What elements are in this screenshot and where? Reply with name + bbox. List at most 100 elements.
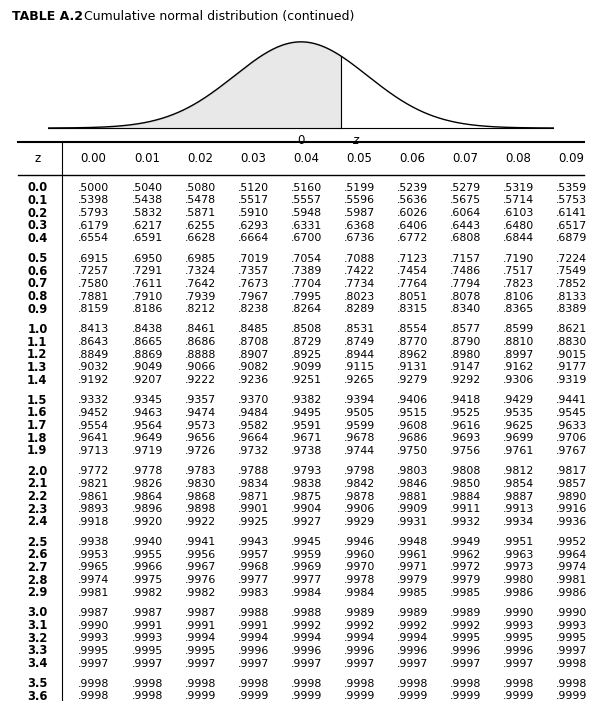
Text: .6591: .6591 — [132, 233, 163, 243]
Text: .9207: .9207 — [132, 375, 163, 385]
Text: .9699: .9699 — [503, 433, 534, 443]
Text: 0.0: 0.0 — [27, 182, 48, 194]
Text: 0.3: 0.3 — [27, 219, 48, 232]
Text: .9279: .9279 — [397, 375, 428, 385]
Text: 1.2: 1.2 — [27, 348, 48, 361]
Text: .9192: .9192 — [78, 375, 109, 385]
Text: .9998: .9998 — [556, 658, 587, 669]
Text: 0.1: 0.1 — [27, 194, 48, 207]
Text: .9998: .9998 — [556, 679, 587, 689]
Text: .9878: .9878 — [344, 491, 375, 501]
Text: .9664: .9664 — [238, 433, 269, 443]
Text: .9986: .9986 — [556, 587, 587, 598]
Text: .8869: .8869 — [132, 350, 163, 360]
Text: .6141: .6141 — [556, 208, 587, 218]
Text: .9962: .9962 — [450, 550, 481, 559]
Text: .9394: .9394 — [344, 395, 375, 405]
Text: .9115: .9115 — [344, 362, 375, 372]
Text: .6026: .6026 — [397, 208, 428, 218]
Text: .9452: .9452 — [78, 408, 109, 418]
Text: .9966: .9966 — [132, 562, 163, 573]
Text: .9997: .9997 — [185, 658, 216, 669]
Text: .9998: .9998 — [132, 679, 163, 689]
Text: .5160: .5160 — [291, 183, 322, 193]
Text: .9896: .9896 — [132, 504, 163, 514]
Text: .5478: .5478 — [185, 196, 216, 205]
Text: .8577: .8577 — [450, 325, 481, 334]
Text: .7054: .7054 — [291, 254, 322, 264]
Text: .9948: .9948 — [397, 537, 428, 547]
Text: .9993: .9993 — [132, 633, 163, 644]
Text: .5040: .5040 — [132, 183, 163, 193]
Text: .9996: .9996 — [503, 646, 534, 656]
Text: 0.7: 0.7 — [27, 278, 48, 290]
Text: .9861: .9861 — [78, 491, 109, 501]
Text: .9998: .9998 — [344, 679, 375, 689]
Text: .8599: .8599 — [503, 325, 534, 334]
Text: .9999: .9999 — [450, 691, 481, 701]
Text: .8051: .8051 — [397, 292, 428, 301]
Text: .9738: .9738 — [291, 446, 322, 456]
Text: .9678: .9678 — [344, 433, 375, 443]
Text: .5948: .5948 — [291, 208, 322, 218]
Text: .9864: .9864 — [132, 491, 163, 501]
Text: .9920: .9920 — [132, 517, 163, 527]
Text: .9997: .9997 — [291, 658, 322, 669]
Text: .9265: .9265 — [344, 375, 375, 385]
Text: .9906: .9906 — [344, 504, 375, 514]
Text: .6443: .6443 — [450, 221, 481, 231]
Text: .6217: .6217 — [132, 221, 163, 231]
Text: .7549: .7549 — [556, 266, 587, 276]
Text: .9929: .9929 — [344, 517, 375, 527]
Text: .9994: .9994 — [397, 633, 428, 644]
Text: .9987: .9987 — [132, 608, 163, 618]
Text: .6879: .6879 — [556, 233, 587, 243]
Text: .9998: .9998 — [78, 691, 109, 701]
Text: .9871: .9871 — [238, 491, 269, 501]
Text: .9999: .9999 — [503, 691, 534, 701]
Text: .8315: .8315 — [397, 304, 428, 314]
Text: .9956: .9956 — [185, 550, 216, 559]
Text: .9656: .9656 — [185, 433, 216, 443]
Text: .5714: .5714 — [503, 196, 534, 205]
Text: .8531: .8531 — [344, 325, 375, 334]
Text: .5636: .5636 — [397, 196, 428, 205]
Text: .9976: .9976 — [185, 575, 216, 585]
Text: .9990: .9990 — [503, 608, 534, 618]
Text: .9994: .9994 — [291, 633, 322, 644]
Text: .9319: .9319 — [556, 375, 587, 385]
Text: .9788: .9788 — [238, 466, 269, 476]
Text: .9808: .9808 — [450, 466, 481, 476]
Text: .9970: .9970 — [344, 562, 375, 573]
Text: .7123: .7123 — [397, 254, 428, 264]
Text: .9992: .9992 — [450, 620, 481, 631]
Text: .6255: .6255 — [185, 221, 216, 231]
Text: 3.4: 3.4 — [27, 657, 48, 670]
Text: .6844: .6844 — [503, 233, 534, 243]
Text: .9979: .9979 — [450, 575, 481, 585]
Text: .6517: .6517 — [556, 221, 587, 231]
Text: .7881: .7881 — [78, 292, 109, 301]
Text: 1.5: 1.5 — [27, 394, 48, 407]
Text: .7224: .7224 — [556, 254, 587, 264]
Text: .9842: .9842 — [344, 479, 375, 489]
Text: .9429: .9429 — [503, 395, 534, 405]
Text: .9964: .9964 — [556, 550, 587, 559]
Text: .9981: .9981 — [78, 587, 109, 598]
Text: .9898: .9898 — [185, 504, 216, 514]
Text: .9996: .9996 — [397, 646, 428, 656]
Text: 0.01: 0.01 — [134, 152, 161, 165]
Text: .7486: .7486 — [450, 266, 481, 276]
Text: .9936: .9936 — [556, 517, 587, 527]
Text: 0.8: 0.8 — [27, 290, 48, 303]
Text: .9999: .9999 — [238, 691, 269, 701]
Text: .7967: .7967 — [238, 292, 269, 301]
Text: .8849: .8849 — [78, 350, 109, 360]
Text: 2.8: 2.8 — [27, 573, 48, 587]
Text: .9177: .9177 — [556, 362, 587, 372]
Text: TABLE A.2: TABLE A.2 — [12, 10, 83, 22]
Text: 1.9: 1.9 — [27, 444, 48, 458]
Text: .7454: .7454 — [397, 266, 428, 276]
Text: .7734: .7734 — [344, 279, 375, 289]
Text: .9943: .9943 — [238, 537, 269, 547]
